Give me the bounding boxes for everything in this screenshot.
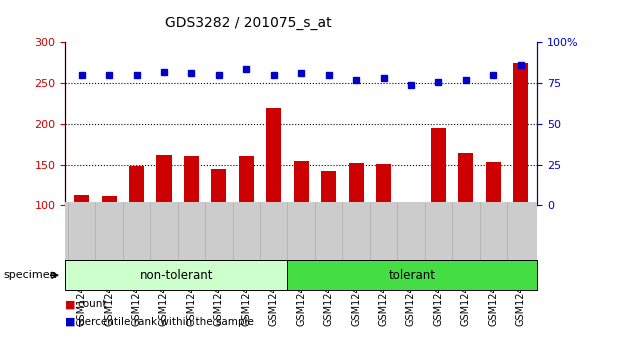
- Text: ■: ■: [65, 299, 76, 309]
- Text: non-tolerant: non-tolerant: [140, 269, 213, 282]
- Bar: [376, 164, 391, 205]
- Bar: [129, 166, 144, 205]
- Bar: [102, 196, 117, 205]
- Bar: [238, 156, 254, 205]
- Text: tolerant: tolerant: [389, 269, 436, 282]
- Text: percentile rank within the sample: percentile rank within the sample: [78, 317, 253, 327]
- Bar: [404, 204, 419, 205]
- Bar: [156, 155, 171, 205]
- Bar: [266, 108, 281, 205]
- Bar: [184, 156, 199, 205]
- Bar: [321, 171, 336, 205]
- Text: specimen: specimen: [3, 270, 57, 280]
- Bar: [74, 195, 89, 205]
- Bar: [486, 162, 501, 205]
- Bar: [348, 163, 364, 205]
- Bar: [458, 153, 473, 205]
- Bar: [431, 128, 446, 205]
- Text: count: count: [78, 299, 107, 309]
- Bar: [211, 169, 227, 205]
- Text: GDS3282 / 201075_s_at: GDS3282 / 201075_s_at: [165, 16, 332, 30]
- Bar: [513, 63, 528, 205]
- Text: ■: ■: [65, 317, 76, 327]
- Bar: [294, 161, 309, 205]
